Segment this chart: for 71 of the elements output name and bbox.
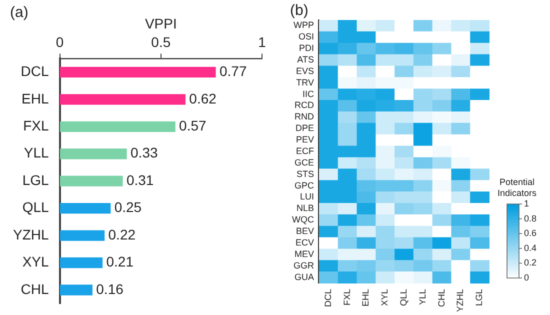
data-label: 0.16 [96,280,124,297]
bar [60,121,176,132]
data-label: 0.25 [114,199,142,216]
data-label: 0.21 [106,254,134,270]
data-label: 0.62 [189,90,217,106]
y-tick-label: PEV [296,134,314,145]
x-tick-label: DCL [322,288,333,308]
x-tick-label: 0 [56,34,64,50]
y-tick-label: YZHL [12,226,49,242]
chart-title: (b) [290,2,308,20]
y-tick-label: RND [294,112,314,122]
color-bar-label: 0 [524,272,530,282]
x-tick-label: EHL [360,288,371,307]
y-tick-label: GUA [294,272,314,282]
y-tick-label: OSI [298,32,314,42]
y-tick-label: QLL [22,199,49,216]
y-tick-label: EHL [22,90,49,106]
y-tick-label: NLB [296,203,314,214]
y-tick-label: ATS [297,54,314,65]
x-tick-label: YLL [417,288,428,306]
x-tick-label: 0.5 [151,34,171,50]
y-tick-label: MEV [294,248,314,259]
data-label: 0.22 [108,226,136,242]
bar [60,257,103,268]
bar [60,230,105,241]
y-tick-label: WQC [292,214,314,225]
data-label: 0.57 [179,118,207,134]
y-tick-label: PDI [298,43,314,54]
data-label: 0.33 [130,144,158,161]
y-tick-label: TRV [296,77,314,88]
x-axis-title: VPPI [144,15,177,32]
x-tick-label: QLL [398,288,408,306]
color-bar-title: Potential Indicators [497,177,538,198]
data-label: 0.77 [219,63,247,80]
color-bar-label: 1 [524,198,530,208]
y-tick-label: IIC [302,88,314,99]
y-tick-label: STS [296,168,314,179]
x-tick-label: FXL [342,288,352,306]
x-tick-label: LGL [474,288,484,306]
color-bar-label: 0.4 [524,242,537,253]
color-bar-label: 0.2 [524,258,537,268]
x-tick-label: CHL [436,288,446,308]
bar [60,94,186,105]
x-tick-label: XYL [380,288,390,306]
y-tick-label: FXL [23,118,49,134]
color-bar-label: 0.6 [524,228,537,238]
color-bar-label: 0.8 [524,213,537,224]
y-tick-label: YLL [24,144,49,161]
bar [60,202,111,214]
bar [60,66,216,78]
y-tick-label: WPP [293,20,314,30]
x-tick-label: YZHL [455,288,466,312]
y-tick-label: LGL [22,172,49,188]
y-tick-label: RCD [294,100,314,110]
y-tick-label: GGR [293,260,314,270]
y-tick-label: BEV [296,226,314,236]
x-tick-label: 1 [258,34,266,50]
y-tick-label: DCL [20,63,49,80]
y-tick-label: XYL [22,254,49,270]
bar [60,284,92,296]
y-tick-label: DPE [295,123,314,134]
chart-title: (a) [10,4,28,22]
y-tick-label: GPC [294,180,314,190]
y-tick-label: LUI [300,192,314,202]
y-tick-label: ECF [296,146,314,156]
bar [60,176,123,186]
y-tick-label: EVS [296,66,314,76]
y-tick-label: GCE [294,157,314,168]
data-label: 0.31 [126,172,154,188]
y-tick-label: ECV [295,237,314,248]
bar [60,148,127,160]
